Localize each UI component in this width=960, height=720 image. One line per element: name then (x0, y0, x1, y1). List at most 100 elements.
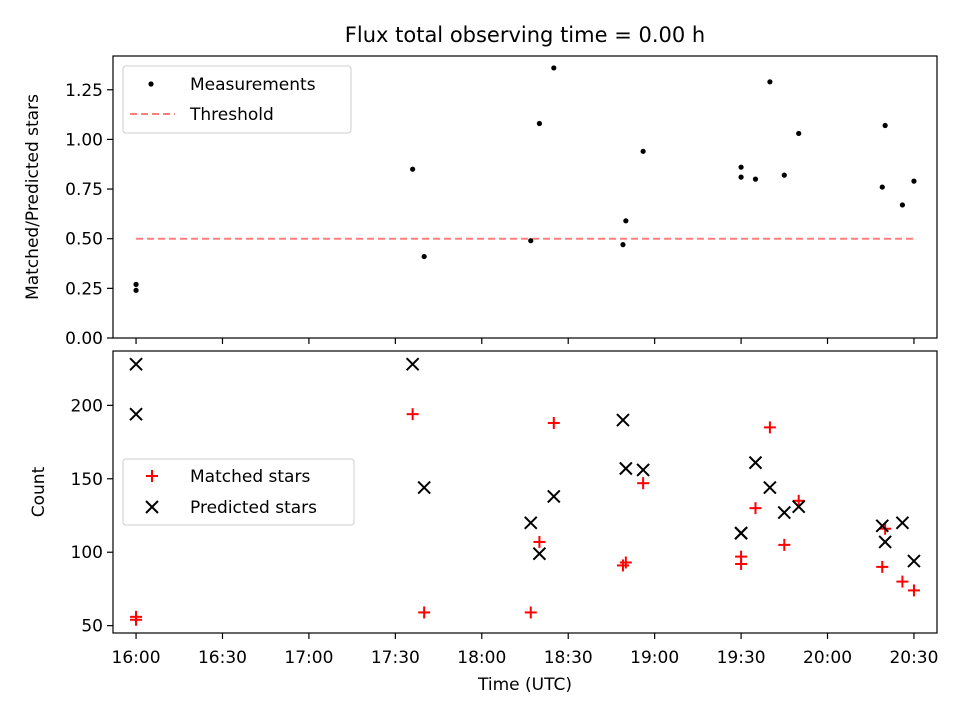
y-tick-label: 100 (71, 543, 103, 563)
measurement-point (551, 65, 557, 71)
top-y-axis-label: Matched/Predicted stars (23, 94, 43, 300)
y-tick-label: 200 (71, 396, 103, 416)
legend-matched-label: Matched stars (190, 467, 310, 487)
measurement-point (640, 148, 646, 154)
bottom-x-ticks: 16:00 16:30 17:00 17:30 18:00 18:30 19:00 19:30… (112, 633, 938, 668)
matched-point (637, 477, 650, 490)
predicted-point (636, 463, 650, 477)
predicted-point (878, 535, 892, 549)
x-tick-label: 16:30 (198, 648, 247, 668)
predicted-point (748, 455, 763, 470)
y-tick-label: 0.50 (65, 230, 103, 250)
legend-matched-marker (146, 470, 158, 482)
legend-measurements-marker (148, 81, 154, 87)
measurement-point (899, 202, 906, 208)
measurement-point (536, 120, 543, 127)
matched-point (524, 606, 537, 619)
matched-point (418, 606, 431, 619)
measurement-point (421, 253, 427, 260)
top-x-ticks (135, 338, 915, 344)
y-tick-label: 0.25 (65, 279, 103, 299)
top-series (133, 65, 917, 293)
x-tick-label: 16:00 (112, 648, 161, 668)
predicted-point (895, 516, 910, 530)
bottom-legend-box (122, 458, 355, 526)
x-tick-label: 17:30 (371, 648, 420, 668)
top-legend: Measurements Threshold (122, 65, 352, 134)
measurement-point (620, 242, 626, 248)
x-tick-label: 20:30 (889, 648, 938, 668)
measurement-point (781, 172, 787, 178)
chart-title: Flux total observing time = 0.00 h (345, 23, 705, 47)
x-axis-label: Time (UTC) (477, 675, 572, 695)
top-y-ticks: 0.00 0.25 0.50 0.75 1.00 1.25 (65, 81, 113, 349)
predicted-point (547, 489, 561, 504)
measurement-point (738, 164, 744, 170)
measurement-point (879, 184, 885, 190)
top-legend-box (122, 65, 352, 134)
legend-predicted-marker (145, 500, 159, 514)
x-tick-label: 19:00 (630, 648, 679, 668)
x-tick-label: 20:00 (803, 648, 852, 668)
matched-point (876, 560, 889, 573)
x-tick-label: 19:30 (717, 648, 766, 668)
legend-predicted-label: Predicted stars (190, 498, 317, 518)
predicted-point (777, 505, 792, 520)
y-tick-label: 0.00 (65, 329, 103, 349)
measurement-point (133, 281, 139, 287)
top-axes-frame (112, 55, 938, 339)
predicted-point (616, 413, 630, 427)
measurement-point (528, 238, 534, 244)
matched-point (616, 559, 629, 572)
matched-point (792, 494, 805, 507)
predicted-point (532, 546, 547, 561)
measurement-point (767, 79, 773, 85)
x-tick-label: 18:00 (457, 648, 506, 668)
bottom-panel: 50 100 150 200 16:00 16:30 17:00 17:30 18:00 18:… (29, 350, 938, 695)
measurement-point (133, 287, 139, 293)
predicted-point (791, 499, 806, 514)
predicted-point (875, 519, 889, 533)
y-tick-label: 1.00 (65, 130, 103, 150)
legend-measurements-label: Measurements (190, 75, 316, 95)
matched-point (749, 502, 762, 515)
predicted-point (417, 480, 431, 495)
bottom-legend: Matched stars Predicted stars (122, 458, 355, 526)
bottom-series (129, 357, 921, 626)
measurement-point (882, 122, 888, 129)
legend-threshold-label: Threshold (189, 105, 274, 125)
predicted-point (907, 554, 921, 568)
measurement-point (796, 130, 802, 137)
predicted-point (405, 357, 420, 371)
measurement-point (738, 174, 744, 180)
measurement-point (623, 218, 629, 224)
predicted-point (763, 480, 777, 495)
matched-point (735, 550, 748, 563)
matched-point (619, 556, 632, 569)
bottom-y-ticks: 50 100 150 200 (71, 396, 113, 637)
x-tick-label: 17:00 (284, 648, 333, 668)
predicted-point (734, 526, 748, 540)
matched-point (907, 584, 920, 597)
measurement-point (911, 178, 917, 184)
predicted-point (619, 461, 633, 476)
y-tick-label: 150 (71, 470, 103, 490)
matched-point (547, 416, 560, 429)
matched-point (778, 538, 791, 551)
matched-point (533, 535, 546, 548)
measurement-point (752, 176, 759, 182)
bottom-y-axis-label: Count (29, 466, 49, 517)
predicted-point (129, 407, 143, 421)
matched-point (406, 408, 419, 421)
matched-point (763, 421, 776, 434)
y-tick-label: 1.25 (65, 81, 103, 101)
matched-point (130, 613, 143, 626)
x-tick-label: 18:30 (544, 648, 593, 668)
predicted-point (129, 357, 143, 371)
matched-point (896, 575, 909, 588)
bottom-axes-frame (112, 350, 938, 634)
measurement-point (410, 166, 416, 172)
y-tick-label: 0.75 (65, 180, 103, 200)
top-panel: 0.00 0.25 0.50 0.75 1.00 1.25 Matched/Predict… (23, 55, 938, 349)
